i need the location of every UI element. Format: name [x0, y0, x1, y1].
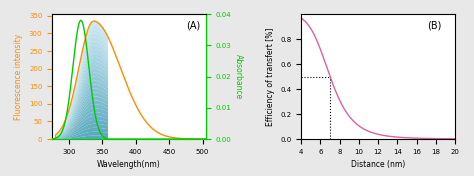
Y-axis label: Fluorescence intensity: Fluorescence intensity [14, 33, 23, 120]
X-axis label: Distance (nm): Distance (nm) [351, 160, 405, 169]
Y-axis label: Absorbance: Absorbance [234, 54, 243, 99]
X-axis label: Wavelength(nm): Wavelength(nm) [97, 160, 161, 169]
Y-axis label: Efficiency of transfert [%]: Efficiency of transfert [%] [266, 27, 275, 126]
Text: (B): (B) [428, 20, 442, 30]
Text: (A): (A) [186, 20, 200, 30]
